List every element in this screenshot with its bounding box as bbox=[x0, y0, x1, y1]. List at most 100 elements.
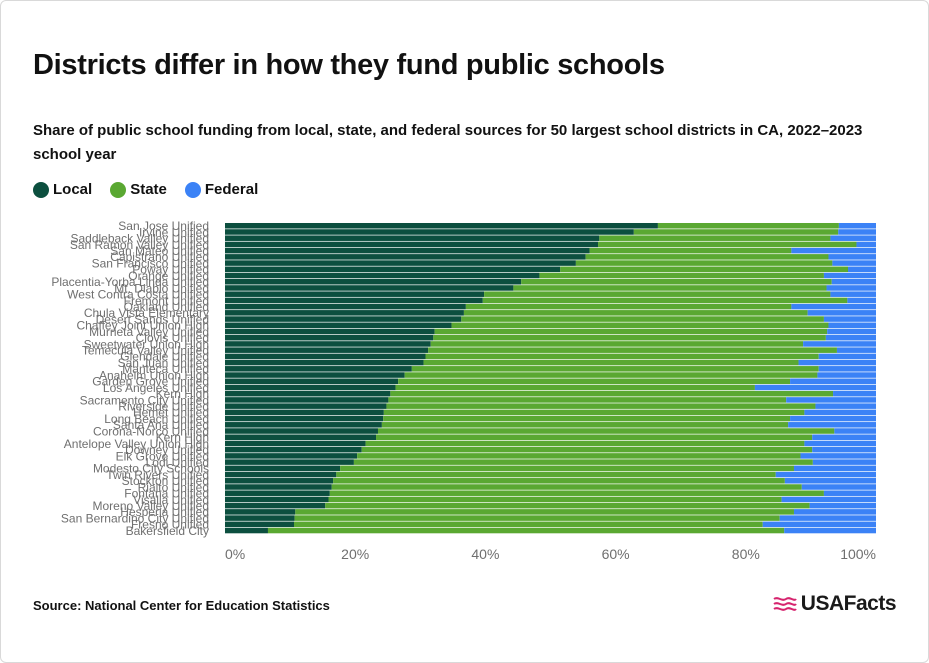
bar-local bbox=[225, 428, 378, 434]
district-label: Murrieta Valley Unified bbox=[89, 325, 209, 339]
district-label: Stockton Unified bbox=[122, 474, 209, 488]
bar-federal bbox=[786, 397, 876, 403]
district-label: Bakersfield City bbox=[126, 524, 209, 538]
bar-local bbox=[225, 285, 514, 291]
district-label: Lodi Unified bbox=[146, 455, 209, 469]
bar-federal bbox=[817, 372, 876, 378]
district-label: Temecula Valley Unified bbox=[82, 344, 209, 358]
legend-swatch-state bbox=[110, 181, 127, 198]
bar-federal bbox=[790, 378, 876, 385]
bar-federal bbox=[803, 341, 876, 347]
bar-federal bbox=[826, 285, 876, 291]
x-tick-label: 0% bbox=[225, 546, 245, 561]
district-label: Rialto Unified bbox=[138, 480, 209, 494]
bar-federal bbox=[828, 254, 876, 260]
district-label: Kern High bbox=[156, 387, 209, 401]
bar-state bbox=[575, 260, 833, 266]
bar-local bbox=[225, 372, 405, 378]
bar-federal bbox=[831, 278, 876, 285]
district-label: Garden Grove Unified bbox=[92, 375, 209, 389]
bar-federal bbox=[791, 247, 876, 254]
bar-local bbox=[225, 328, 435, 335]
bar-state bbox=[589, 247, 792, 254]
bar-federal bbox=[788, 422, 876, 428]
district-label: Antelope Valley Union High bbox=[64, 437, 209, 451]
bar-state bbox=[336, 471, 776, 478]
district-label: San Bernardino City Unified bbox=[61, 511, 209, 525]
bar-state bbox=[451, 322, 829, 329]
bar-state bbox=[383, 415, 791, 422]
bar-state bbox=[633, 229, 839, 235]
district-label: San Mateo Unified bbox=[110, 244, 209, 258]
bar-state bbox=[585, 254, 829, 260]
district-label: Downey Unified bbox=[125, 443, 209, 457]
bar-federal bbox=[784, 527, 876, 534]
district-label: Placentia-Yorba Linda Unified bbox=[51, 275, 209, 289]
bar-state bbox=[388, 397, 787, 403]
bar-federal bbox=[815, 403, 876, 409]
bar-local bbox=[225, 403, 387, 409]
district-label: Los Angeles Unified bbox=[103, 381, 209, 395]
district-label: Hesperia Unified bbox=[120, 505, 209, 519]
bar-state bbox=[267, 527, 785, 534]
bar-state bbox=[398, 378, 791, 385]
bar-federal bbox=[754, 384, 876, 391]
bar-local bbox=[225, 366, 412, 372]
bar-state bbox=[390, 390, 834, 397]
bar-state bbox=[513, 285, 827, 291]
district-label: San Juan Unified bbox=[118, 356, 209, 370]
district-label: Modesto City Schools bbox=[93, 462, 209, 476]
bar-federal bbox=[847, 297, 876, 304]
bar-state bbox=[598, 241, 857, 248]
bar-state bbox=[353, 459, 813, 465]
bar-local bbox=[225, 490, 330, 496]
bar-local bbox=[225, 378, 399, 385]
bar-federal bbox=[823, 316, 876, 322]
bar-local bbox=[225, 347, 429, 353]
bar-federal bbox=[818, 366, 876, 372]
bar-state bbox=[333, 478, 785, 484]
bar-federal bbox=[838, 229, 876, 235]
bar-local bbox=[225, 459, 354, 465]
bar-local bbox=[225, 316, 462, 322]
bar-local bbox=[225, 453, 358, 459]
bar-local bbox=[225, 527, 268, 534]
bar-state bbox=[340, 465, 794, 472]
district-label: Orange Unified bbox=[128, 269, 209, 283]
bar-local bbox=[225, 465, 341, 472]
district-label: Riverside Unified bbox=[118, 399, 209, 413]
bar-state bbox=[433, 334, 826, 341]
bar-state bbox=[465, 303, 792, 310]
bar-federal bbox=[823, 272, 876, 279]
bar-federal bbox=[791, 303, 876, 310]
bar-local bbox=[225, 303, 466, 310]
usafacts-logo: USAFacts bbox=[773, 592, 897, 616]
bar-state bbox=[482, 297, 848, 304]
district-label: Hemet Unified bbox=[133, 406, 209, 420]
district-label: Capistrano Unified bbox=[110, 250, 209, 264]
bar-local bbox=[225, 496, 329, 503]
bar-federal bbox=[838, 223, 876, 229]
x-tick-label: 40% bbox=[471, 546, 499, 561]
bar-local bbox=[225, 272, 540, 279]
legend-swatch-federal bbox=[184, 181, 201, 198]
bar-local bbox=[225, 446, 362, 453]
bar-state bbox=[357, 453, 801, 459]
bar-federal bbox=[804, 409, 876, 416]
bar-local bbox=[225, 397, 389, 403]
bar-federal bbox=[856, 241, 876, 248]
bar-local bbox=[225, 254, 586, 260]
bar-local bbox=[225, 434, 377, 440]
district-label: Chula Vista Elementary bbox=[84, 306, 209, 320]
bar-local bbox=[225, 310, 464, 316]
bar-local bbox=[225, 260, 576, 266]
district-label: Visalia Unified bbox=[133, 493, 209, 507]
bar-state bbox=[377, 428, 835, 434]
bar-local bbox=[225, 241, 599, 248]
bar-federal bbox=[828, 322, 876, 329]
district-label: Manteca Unified bbox=[122, 362, 209, 376]
bar-federal bbox=[800, 453, 876, 459]
bar-local bbox=[225, 471, 337, 478]
